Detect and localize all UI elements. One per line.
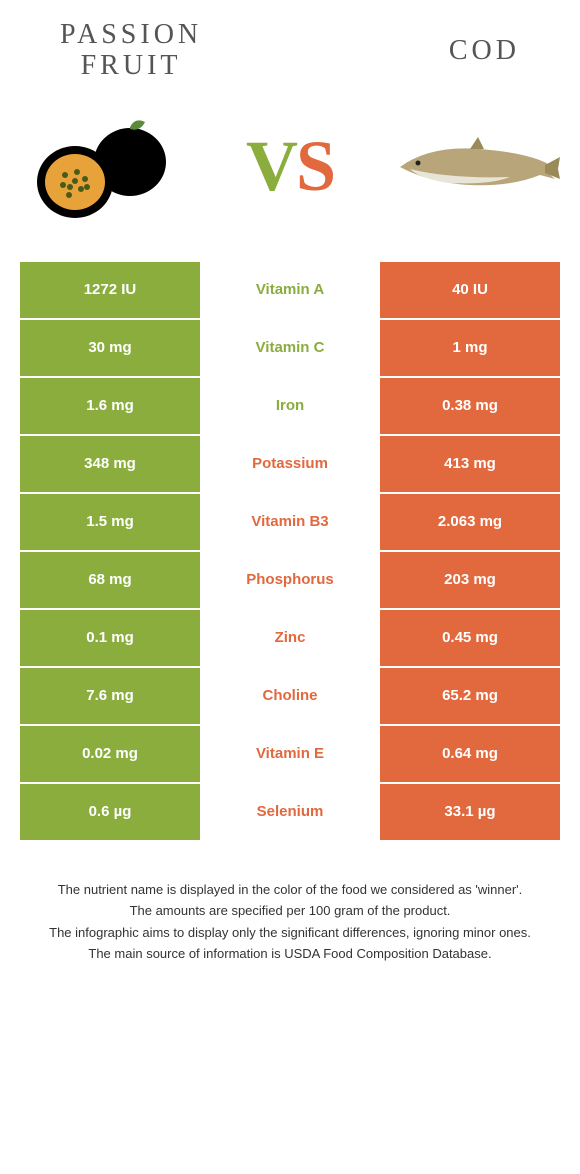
left-title-line2: fruit: [60, 51, 202, 82]
nutrient-name-cell: Selenium: [200, 784, 380, 840]
left-value-cell: 1.5 mg: [20, 494, 200, 550]
left-food-title: Passion fruit: [60, 20, 202, 82]
left-title-line1: Passion: [60, 20, 202, 51]
right-value-cell: 33.1 µg: [380, 784, 560, 840]
nutrient-name-cell: Potassium: [200, 436, 380, 492]
right-value-cell: 0.64 mg: [380, 726, 560, 782]
right-value-cell: 203 mg: [380, 552, 560, 608]
table-row: 1272 IUVitamin A40 IU: [20, 262, 560, 318]
vs-label: VS: [246, 125, 334, 208]
nutrient-table: 1272 IUVitamin A40 IU30 mgVitamin C1 mg1…: [20, 262, 560, 840]
left-value-cell: 1272 IU: [20, 262, 200, 318]
left-value-cell: 1.6 mg: [20, 378, 200, 434]
table-row: 7.6 mgCholine65.2 mg: [20, 668, 560, 724]
right-value-cell: 413 mg: [380, 436, 560, 492]
left-value-cell: 68 mg: [20, 552, 200, 608]
nutrient-name-cell: Vitamin E: [200, 726, 380, 782]
images-row: VS: [0, 92, 580, 262]
nutrient-name-cell: Iron: [200, 378, 380, 434]
header: Passion fruit Cod: [0, 0, 580, 92]
nutrient-name-cell: Vitamin C: [200, 320, 380, 376]
nutrient-name-cell: Vitamin B3: [200, 494, 380, 550]
table-row: 0.02 mgVitamin E0.64 mg: [20, 726, 560, 782]
nutrient-name-cell: Zinc: [200, 610, 380, 666]
nutrient-name-cell: Phosphorus: [200, 552, 380, 608]
right-value-cell: 1 mg: [380, 320, 560, 376]
passion-fruit-image: [20, 102, 190, 232]
footer-line2: The amounts are specified per 100 gram o…: [30, 901, 550, 921]
nutrient-name-cell: Choline: [200, 668, 380, 724]
left-value-cell: 30 mg: [20, 320, 200, 376]
right-value-cell: 0.45 mg: [380, 610, 560, 666]
footer-line4: The main source of information is USDA F…: [30, 944, 550, 964]
table-row: 1.6 mgIron0.38 mg: [20, 378, 560, 434]
right-value-cell: 0.38 mg: [380, 378, 560, 434]
footer-line3: The infographic aims to display only the…: [30, 923, 550, 943]
vs-v-letter: V: [246, 126, 296, 206]
left-value-cell: 0.6 µg: [20, 784, 200, 840]
nutrient-name-cell: Vitamin A: [200, 262, 380, 318]
left-value-cell: 348 mg: [20, 436, 200, 492]
table-row: 30 mgVitamin C1 mg: [20, 320, 560, 376]
left-value-cell: 0.02 mg: [20, 726, 200, 782]
footer-line1: The nutrient name is displayed in the co…: [30, 880, 550, 900]
left-value-cell: 7.6 mg: [20, 668, 200, 724]
right-value-cell: 2.063 mg: [380, 494, 560, 550]
table-row: 0.6 µgSelenium33.1 µg: [20, 784, 560, 840]
left-value-cell: 0.1 mg: [20, 610, 200, 666]
right-value-cell: 65.2 mg: [380, 668, 560, 724]
table-row: 1.5 mgVitamin B32.063 mg: [20, 494, 560, 550]
cod-fish-image: [390, 102, 560, 232]
right-value-cell: 40 IU: [380, 262, 560, 318]
vs-s-letter: S: [296, 126, 334, 206]
right-food-title: Cod: [449, 35, 520, 67]
table-row: 0.1 mgZinc0.45 mg: [20, 610, 560, 666]
footer-notes: The nutrient name is displayed in the co…: [0, 880, 580, 964]
table-row: 68 mgPhosphorus203 mg: [20, 552, 560, 608]
table-row: 348 mgPotassium413 mg: [20, 436, 560, 492]
